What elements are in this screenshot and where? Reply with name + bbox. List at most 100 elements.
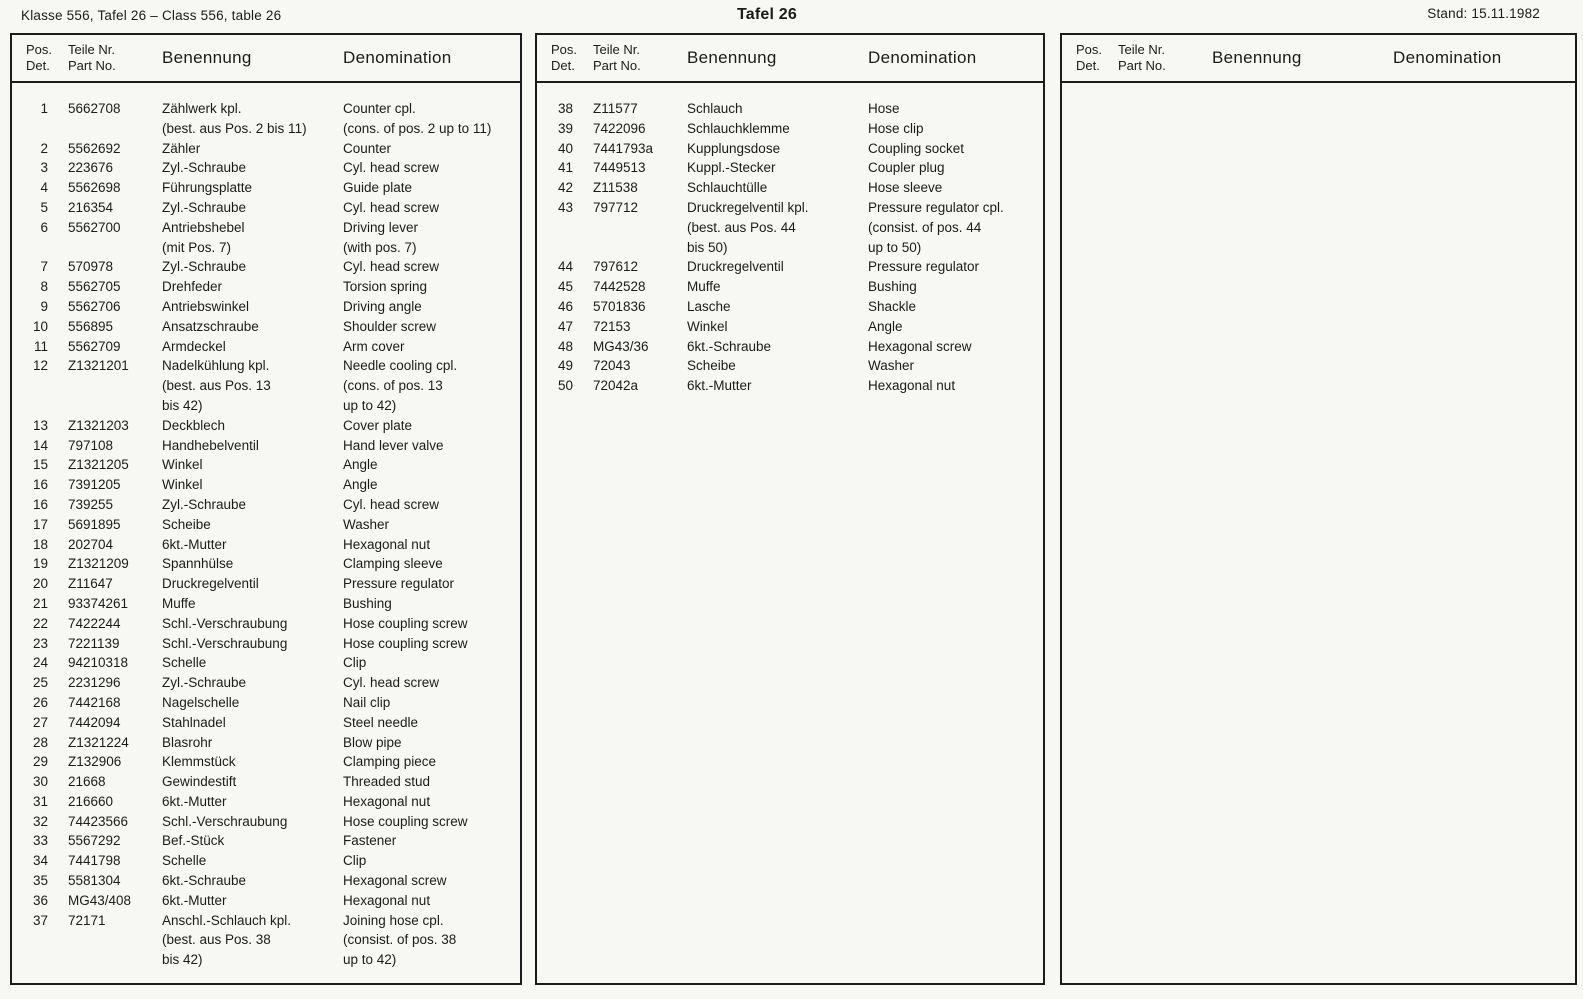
row-denomination: Clip: [343, 853, 367, 869]
row-denomination: Bushing: [868, 279, 917, 295]
table-row: 14 797108 Handhebelventil Hand lever valve: [12, 436, 520, 456]
row-pos: 5: [40, 199, 48, 215]
table-body: 38 Z11577 Schlauch Hose 39 7422096 Schlauchkle…: [537, 83, 1043, 396]
table-row: (best. aus Pos. 13 (cons. of pos. 13: [12, 376, 520, 396]
row-benennung: 6kt.-Mutter: [687, 378, 752, 394]
row-denomination: Clamping piece: [343, 754, 437, 770]
row-part-no: MG43/36: [593, 338, 649, 354]
row-pos: 10: [32, 318, 48, 334]
column-header-benennung: Benennung: [162, 48, 252, 67]
table-row: 23 7221139 Schl.-Verschraubung Hose couplin…: [12, 634, 520, 654]
row-benennung: Zähler: [162, 140, 201, 156]
row-benennung: (best. aus Pos. 13: [162, 378, 271, 394]
parts-table-left: Pos. Det. Teile Nr. Part No. Benennung Den…: [10, 33, 522, 985]
row-pos: [551, 218, 573, 238]
table-row: 6 5562700 Antriebshebel Driving lever: [12, 218, 520, 238]
table-row: 16 7391205 Winkel Angle: [12, 475, 520, 495]
row-denomination: Hose coupling screw: [343, 615, 468, 631]
column-header-pos-line2: Det.: [551, 58, 575, 73]
row-part-no: 94210318: [68, 655, 129, 671]
row-pos: 35: [32, 873, 48, 889]
row-part-no: 570978: [68, 259, 114, 275]
row-part-no: 7442528: [593, 279, 646, 295]
table-body: 1 5662708 Zählwerk kpl. Counter cpl. (best. …: [12, 83, 520, 970]
table-row: 3 223676 Zyl.-Schraube Cyl. head screw: [12, 158, 520, 178]
row-denomination: Hexagonal nut: [343, 793, 431, 809]
row-benennung: Nadelkühlung kpl.: [162, 358, 270, 374]
row-denomination: Clamping sleeve: [343, 556, 443, 572]
column-header-denomination: Denomination: [868, 48, 977, 67]
row-pos: 43: [557, 199, 573, 215]
row-benennung: Antriebswinkel: [162, 298, 250, 314]
row-denomination: Bushing: [343, 595, 392, 611]
row-pos: [551, 238, 573, 258]
row-pos: 42: [557, 180, 573, 196]
row-denomination: Coupler plug: [868, 160, 945, 176]
table-row: 38 Z11577 Schlauch Hose: [537, 99, 1043, 119]
row-part-no: 5562692: [68, 140, 121, 156]
table-row: (best. aus Pos. 2 bis 11) (cons. of pos. …: [12, 119, 520, 139]
row-pos: 23: [32, 635, 48, 651]
row-part-no: 202704: [68, 536, 114, 552]
row-part-no: MG43/408: [68, 892, 132, 908]
row-pos: 16: [32, 496, 48, 512]
row-benennung: Muffe: [162, 595, 196, 611]
row-part-no: 5701836: [593, 298, 646, 314]
table-header: Pos. Det. Teile Nr. Part No. Benennung Den…: [12, 35, 520, 83]
table-row: 40 7441793a Kupplungsdose Coupling socket: [537, 139, 1043, 159]
row-part-no: [573, 218, 687, 238]
row-pos: 34: [32, 853, 48, 869]
row-pos: 44: [557, 259, 573, 275]
row-benennung: Klemmstück: [162, 754, 236, 770]
table-row: 42 Z11538 Schlauchtülle Hose sleeve: [537, 178, 1043, 198]
row-pos: 16: [32, 477, 48, 493]
row-benennung: Blasrohr: [162, 734, 213, 750]
row-benennung: Armdeckel: [162, 338, 226, 354]
row-denomination: Hexagonal screw: [343, 873, 447, 889]
row-part-no: 5562705: [68, 279, 121, 295]
row-part-no: Z11577: [593, 101, 638, 116]
row-denomination: Washer: [343, 516, 390, 532]
row-part-no: 216354: [68, 199, 114, 215]
row-part-no: 72043: [593, 358, 631, 374]
row-pos: 7: [40, 259, 48, 275]
table-row: 20 Z11647 Druckregelventil Pressure regulat…: [12, 574, 520, 594]
row-pos: 39: [557, 120, 573, 136]
page-title-left: Klasse 556, Tafel 26 – Class 556, table …: [21, 8, 282, 23]
row-pos: 4: [40, 180, 48, 196]
row-denomination: (consist. of pos. 44: [868, 219, 982, 235]
row-pos: 30: [32, 774, 48, 790]
row-benennung: Schl.-Verschraubung: [162, 635, 288, 651]
row-part-no: 7442168: [68, 694, 121, 710]
row-part-no: 7441798: [68, 853, 121, 869]
table-row: 25 2231296 Zyl.-Schraube Cyl. head screw: [12, 673, 520, 693]
row-part-no: 5662708: [68, 101, 121, 116]
row-part-no: 7391205: [68, 477, 121, 493]
table-row: 18 202704 6kt.-Mutter Hexagonal nut: [12, 535, 520, 555]
row-part-no: [48, 119, 162, 139]
row-part-no: 5567292: [68, 833, 121, 849]
row-denomination: Angle: [868, 318, 903, 334]
table-row: 30 21668 Gewindestift Threaded stud: [12, 772, 520, 792]
row-denomination: (consist. of pos. 38: [343, 932, 457, 948]
table-row: 15 Z1321205 Winkel Angle: [12, 455, 520, 475]
table-row: bis 42) up to 42): [12, 950, 520, 970]
table-row: 27 7442094 Stahlnadel Steel needle: [12, 713, 520, 733]
row-part-no: Z11647: [68, 576, 113, 592]
row-benennung: Schlauchklemme: [687, 120, 790, 136]
table-row: bis 50) up to 50): [537, 238, 1043, 258]
row-pos: 8: [40, 279, 48, 295]
row-denomination: Hose sleeve: [868, 180, 943, 196]
row-denomination: Hexagonal screw: [868, 338, 972, 354]
row-benennung: Schelle: [162, 853, 207, 869]
row-pos: 24: [32, 655, 48, 671]
table-row: 17 5691895 Scheibe Washer: [12, 515, 520, 535]
table-row: 5 216354 Zyl.-Schraube Cyl. head screw: [12, 198, 520, 218]
row-benennung: Lasche: [687, 298, 731, 314]
row-denomination: Pressure regulator cpl.: [868, 199, 1004, 215]
table-row: 21 93374261 Muffe Bushing: [12, 594, 520, 614]
row-part-no: 72042a: [593, 378, 639, 394]
row-part-no: 216660: [68, 793, 114, 809]
row-pos: 31: [32, 793, 48, 809]
column-header-part: Teile Nr. Part No.: [593, 42, 687, 74]
